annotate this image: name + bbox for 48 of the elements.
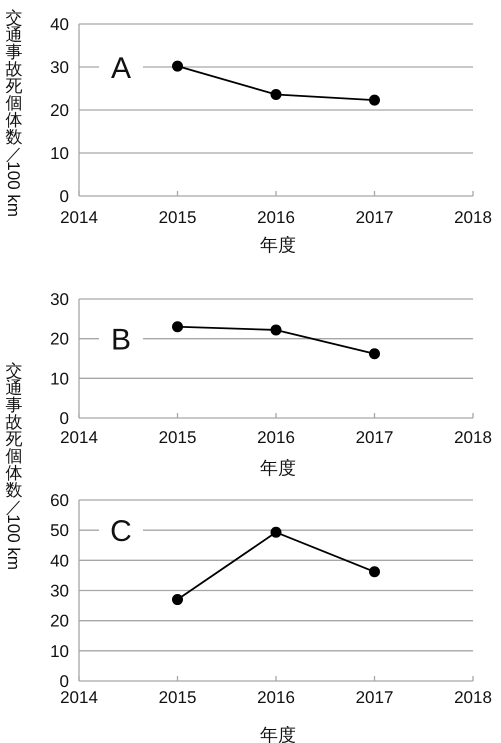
x-tick-label: 2015 bbox=[158, 688, 196, 707]
y-tick-label: 30 bbox=[50, 290, 69, 309]
x-tick-label: 2016 bbox=[257, 688, 295, 707]
x-tick-label: 2014 bbox=[60, 428, 98, 447]
x-tick-label: 2018 bbox=[454, 688, 492, 707]
text: 交通事故死個体数／100 km bbox=[4, 8, 23, 218]
text: A bbox=[110, 52, 132, 85]
x-tick-label: 2014 bbox=[60, 208, 98, 227]
y-tick-label: 20 bbox=[50, 330, 69, 349]
y-tick-label: 10 bbox=[50, 642, 69, 661]
point bbox=[172, 60, 183, 72]
point bbox=[369, 348, 380, 360]
x-tick-label: 2016 bbox=[257, 428, 295, 447]
x-tick-label: 2017 bbox=[356, 208, 394, 227]
y-tick-label: 40 bbox=[50, 551, 69, 570]
point bbox=[369, 566, 380, 578]
y-tick-label: 20 bbox=[50, 612, 69, 631]
point bbox=[369, 94, 380, 106]
y-tick-label: 60 bbox=[50, 491, 69, 510]
x-tick-label: 2017 bbox=[356, 428, 394, 447]
y-tick-label: 20 bbox=[50, 101, 69, 120]
x-tick-label: 2018 bbox=[454, 428, 492, 447]
y-tick-label: 30 bbox=[50, 582, 69, 600]
x-axis-title: 年度 bbox=[260, 235, 296, 255]
x-tick-label: 2016 bbox=[257, 208, 295, 227]
text: 交通事故死個体数／100 km bbox=[4, 361, 23, 570]
y-tick-label: 0 bbox=[60, 672, 69, 691]
y-tick-label: 50 bbox=[50, 521, 69, 540]
text: C bbox=[110, 515, 132, 548]
x-tick-label: 2017 bbox=[356, 688, 394, 707]
y-tick-label: 40 bbox=[50, 15, 69, 34]
y-tick-label: 0 bbox=[60, 187, 69, 206]
point bbox=[172, 321, 183, 332]
x-tick-label: 2015 bbox=[158, 208, 196, 227]
text: B bbox=[110, 324, 132, 357]
x-tick-label: 2014 bbox=[60, 688, 98, 707]
point bbox=[270, 89, 282, 100]
x-axis-title: 年度 bbox=[260, 725, 296, 743]
x-axis-title: 年度 bbox=[260, 458, 296, 478]
point bbox=[172, 594, 183, 606]
x-tick-label: 2015 bbox=[158, 428, 196, 447]
point bbox=[270, 324, 282, 336]
y-tick-label: 10 bbox=[50, 369, 69, 388]
y-tick-label: 0 bbox=[60, 409, 69, 428]
x-tick-label: 2018 bbox=[454, 208, 492, 227]
y-tick-label: 30 bbox=[50, 58, 69, 77]
y-tick-label: 10 bbox=[50, 144, 69, 163]
point bbox=[270, 526, 282, 538]
